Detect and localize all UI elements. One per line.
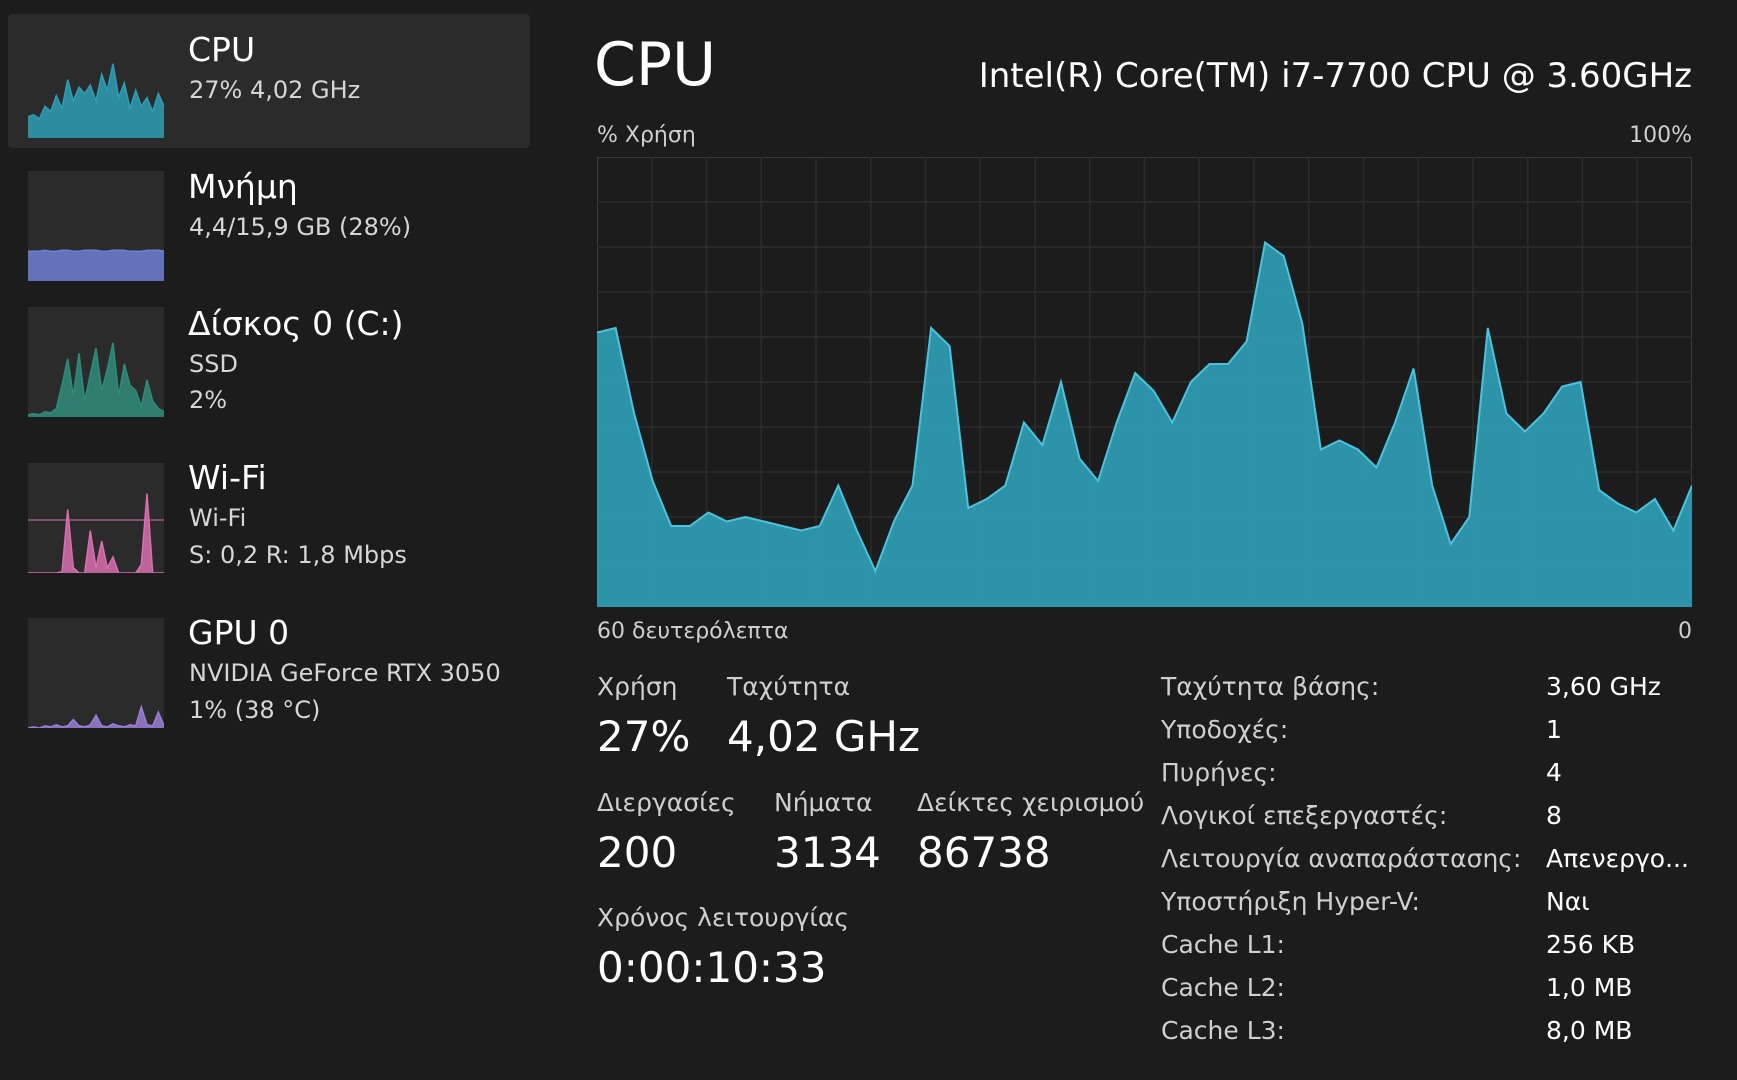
speed-value: 4,02 GHz — [727, 712, 921, 761]
sidebar-item-title: CPU — [188, 30, 256, 69]
threads-label: Νήματα — [774, 788, 873, 817]
info-label-cache-l1: Cache L1: — [1161, 930, 1285, 959]
info-label-logical-processors: Λογικοί επεξεργαστές: — [1161, 801, 1448, 830]
cpu-thumbnail-line — [28, 63, 164, 121]
handles-label: Δείκτες χειρισμού — [917, 788, 1145, 817]
cpu-usage-line — [597, 240, 1692, 574]
info-value-base-speed: 3,60 GHz — [1546, 672, 1661, 701]
performance-panel: CPU Intel(R) Core(TM) i7-7700 CPU @ 3.60… — [540, 0, 1737, 1080]
gpu-thumbnail-graph — [28, 618, 164, 728]
sidebar-item-memory[interactable]: Μνήμη 4,4/15,9 GB (28%) — [8, 151, 530, 285]
sidebar: CPU 27% 4,02 GHz Μνήμη 4,4/15,9 GB (28%)… — [0, 0, 540, 1080]
info-value-cache-l1: 256 KB — [1546, 930, 1636, 959]
gpu-thumbnail-line — [28, 704, 164, 728]
sidebar-item-subtitle: NVIDIA GeForce RTX 3050 — [189, 659, 501, 687]
cpu-thumbnail-area — [28, 63, 164, 138]
info-value-virtualization: Απενεργο... — [1546, 844, 1689, 873]
memory-thumbnail-svg — [28, 249, 164, 281]
sidebar-item-subtitle: Wi-Fi — [189, 504, 247, 532]
sidebar-item-gpu[interactable]: GPU 0 NVIDIA GeForce RTX 3050 1% (38 °C) — [8, 601, 530, 735]
wifi-thumbnail-area — [28, 493, 164, 573]
memory-thumbnail-graph — [28, 171, 164, 281]
sidebar-item-title: Μνήμη — [188, 167, 298, 206]
sidebar-item-detail: S: 0,2 R: 1,8 Mbps — [189, 541, 407, 569]
info-label-hyper-v: Υποστήριξη Hyper-V: — [1161, 887, 1420, 916]
sidebar-item-detail: 1% (38 °C) — [189, 696, 321, 724]
info-label-base-speed: Ταχύτητα βάσης: — [1161, 672, 1380, 701]
gpu-thumbnail-area — [28, 706, 164, 728]
handles-value: 86738 — [917, 828, 1051, 877]
disk-thumbnail-area — [28, 342, 164, 417]
info-label-cache-l2: Cache L2: — [1161, 973, 1285, 1002]
sidebar-item-cpu[interactable]: CPU 27% 4,02 GHz — [8, 14, 530, 148]
info-value-logical-processors: 8 — [1546, 801, 1562, 830]
info-value-cache-l3: 8,0 MB — [1546, 1016, 1633, 1045]
page-title: CPU — [594, 30, 716, 100]
wifi-thumbnail-line — [28, 493, 164, 573]
sidebar-item-title: GPU 0 — [188, 613, 290, 652]
info-label-sockets: Υποδοχές: — [1161, 715, 1289, 744]
sidebar-item-detail: 2% — [189, 386, 228, 414]
threads-value: 3134 — [774, 828, 881, 877]
cpu-thumbnail-svg — [28, 63, 164, 138]
disk-thumbnail-line — [28, 342, 164, 416]
info-value-hyper-v: Ναι — [1546, 887, 1590, 916]
uptime-label: Χρόνος λειτουργίας — [597, 903, 850, 932]
info-label-virtualization: Λειτουργία αναπαράστασης: — [1161, 844, 1522, 873]
processes-label: Διεργασίες — [597, 788, 736, 817]
speed-label: Ταχύτητα — [727, 672, 851, 701]
wifi-thumbnail-graph — [28, 463, 164, 573]
info-label-cache-l3: Cache L3: — [1161, 1016, 1285, 1045]
cpu-usage-area — [597, 242, 1692, 607]
chart-top-left-label: % Χρήση — [597, 123, 696, 148]
info-label-cores: Πυρήνες: — [1161, 758, 1277, 787]
processes-value: 200 — [597, 828, 678, 877]
sidebar-item-title: Δίσκος 0 (C:) — [188, 304, 404, 343]
disk-thumbnail-svg — [28, 342, 164, 417]
chart-bottom-left-label: 60 δευτερόλεπτα — [597, 619, 789, 644]
gpu-thumbnail-svg — [28, 704, 164, 728]
sidebar-item-wifi[interactable]: Wi-Fi Wi-Fi S: 0,2 R: 1,8 Mbps — [8, 446, 530, 580]
chart-top-right-label: 100% — [1629, 123, 1692, 148]
chart-bottom-right-label: 0 — [1678, 619, 1692, 644]
disk-thumbnail-graph — [28, 307, 164, 417]
usage-value: 27% — [597, 712, 691, 761]
uptime-value: 0:00:10:33 — [597, 943, 827, 992]
info-value-cache-l2: 1,0 MB — [1546, 973, 1633, 1002]
sidebar-item-subtitle: 4,4/15,9 GB (28%) — [189, 213, 412, 241]
memory-thumbnail-area — [28, 250, 164, 281]
wifi-thumbnail-svg — [28, 493, 164, 573]
usage-label: Χρήση — [597, 672, 678, 701]
cpu-thumbnail-graph — [28, 28, 164, 138]
info-value-sockets: 1 — [1546, 715, 1562, 744]
sidebar-item-title: Wi-Fi — [188, 458, 267, 497]
cpu-usage-chart — [597, 157, 1692, 607]
sidebar-item-subtitle: SSD — [189, 350, 238, 378]
memory-thumbnail-line — [28, 249, 164, 253]
cpu-model-name: Intel(R) Core(TM) i7-7700 CPU @ 3.60GHz — [978, 56, 1692, 96]
sidebar-item-subtitle: 27% 4,02 GHz — [189, 76, 361, 104]
info-value-cores: 4 — [1546, 758, 1562, 787]
sidebar-item-disk[interactable]: Δίσκος 0 (C:) SSD 2% — [8, 290, 530, 424]
